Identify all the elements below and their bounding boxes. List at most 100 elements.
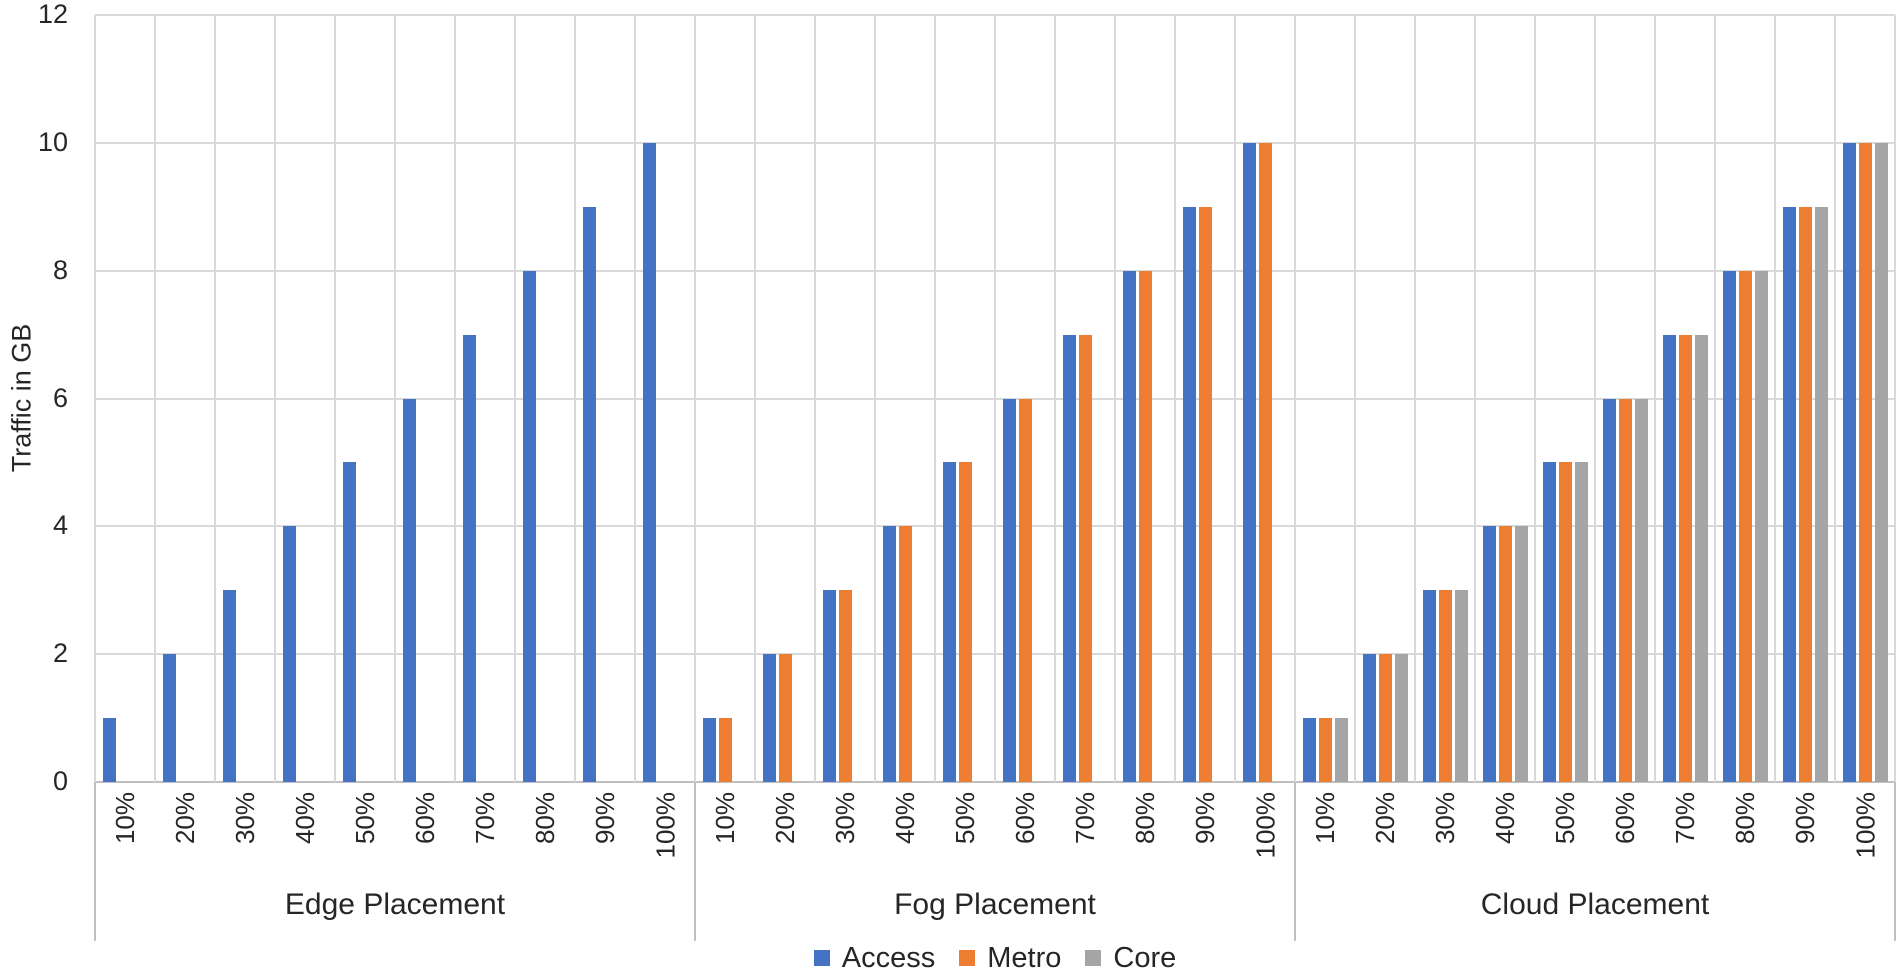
x-tick-label: 50% — [1550, 792, 1580, 845]
bar-metro — [1858, 142, 1872, 782]
legend-item: Metro — [959, 942, 1061, 972]
bar-metro — [1558, 462, 1572, 782]
x-tick-label: 30% — [1430, 792, 1460, 845]
x-tick-label: 20% — [1370, 792, 1400, 845]
bar-access — [822, 590, 836, 782]
x-tick-label: 10% — [1310, 792, 1340, 845]
bar-access — [1242, 142, 1256, 782]
bar-access — [642, 142, 656, 782]
bar-core — [1634, 398, 1648, 782]
bar-core — [1334, 718, 1348, 782]
category-separator-line — [694, 782, 696, 941]
vertical-gridline — [214, 15, 216, 782]
bar-access — [1062, 334, 1076, 782]
bar-metro — [1138, 270, 1152, 782]
legend: Access Metro Core — [95, 940, 1895, 972]
x-tick-label: 50% — [350, 792, 380, 845]
bar-metro — [1798, 206, 1812, 782]
legend-label: Metro — [987, 941, 1062, 972]
vertical-gridline — [154, 15, 156, 782]
vertical-gridline — [1594, 15, 1596, 782]
vertical-gridline — [1294, 15, 1296, 782]
bar-access — [1542, 462, 1556, 782]
legend-item: Access — [813, 941, 936, 972]
bar-access — [1182, 206, 1196, 782]
bar-access — [1662, 334, 1676, 782]
x-tick-label: 60% — [410, 792, 440, 845]
bar-access — [1122, 270, 1136, 782]
x-tick-label: 80% — [1730, 792, 1760, 845]
bar-access — [162, 654, 176, 782]
vertical-gridline — [394, 15, 396, 782]
bar-core — [1514, 526, 1528, 782]
bar-access — [282, 526, 296, 782]
legend-swatch-metro — [959, 950, 976, 966]
bar-core — [1694, 334, 1708, 782]
x-tick-label: 70% — [470, 792, 500, 845]
category-separator-line — [1294, 782, 1296, 941]
bar-metro — [1498, 526, 1512, 782]
bar-access — [1002, 398, 1016, 782]
group-label: Edge Placement — [284, 888, 506, 921]
x-axis-line — [95, 781, 1895, 783]
vertical-gridline — [874, 15, 876, 782]
group-label: Cloud Placement — [1480, 888, 1710, 921]
bar-metro — [958, 462, 972, 782]
x-tick-label: 60% — [1610, 792, 1640, 845]
legend-swatch-access — [813, 950, 830, 966]
vertical-gridline — [1654, 15, 1656, 782]
y-tick-label: 10 — [37, 126, 68, 157]
y-tick-label: 8 — [52, 254, 68, 285]
bar-access — [1782, 206, 1796, 782]
legend-label: Core — [1113, 941, 1177, 972]
y-tick-label: 6 — [52, 382, 68, 413]
bar-access — [522, 270, 536, 782]
vertical-gridline — [574, 15, 576, 782]
x-tick-label: 10% — [710, 792, 740, 845]
bar-metro — [898, 526, 912, 782]
bar-metro — [1378, 654, 1392, 782]
vertical-gridline — [1894, 15, 1896, 782]
bar-core — [1454, 590, 1468, 782]
bar-access — [942, 462, 956, 782]
bar-access — [882, 526, 896, 782]
bar-access — [1482, 526, 1496, 782]
vertical-gridline — [1714, 15, 1716, 782]
vertical-gridline — [1774, 15, 1776, 782]
vertical-gridline — [694, 15, 696, 782]
legend-item: Core — [1085, 942, 1176, 972]
bar-metro — [1438, 590, 1452, 782]
bar-core — [1754, 270, 1768, 782]
bar-access — [402, 398, 416, 782]
x-tick-label: 80% — [1130, 792, 1160, 845]
bar-metro — [838, 590, 852, 782]
bar-metro — [1198, 206, 1212, 782]
bar-access — [762, 654, 776, 782]
x-tick-label: 100% — [1250, 792, 1280, 859]
x-tick-label: 20% — [170, 792, 200, 845]
bar-access — [1722, 270, 1736, 782]
vertical-gridline — [1474, 15, 1476, 782]
x-tick-label: 10% — [110, 792, 140, 845]
y-tick-label: 12 — [37, 0, 68, 29]
x-tick-label: 40% — [1490, 792, 1520, 845]
vertical-gridline — [994, 15, 996, 782]
vertical-gridline — [1354, 15, 1356, 782]
x-tick-label: 20% — [770, 792, 800, 845]
legend-swatch-core — [1085, 950, 1102, 966]
x-tick-label: 100% — [1850, 792, 1880, 859]
x-tick-label: 90% — [1790, 792, 1820, 845]
bar-access — [222, 590, 236, 782]
bar-metro — [1078, 334, 1092, 782]
y-tick-label: 2 — [52, 638, 68, 669]
x-tick-label: 60% — [1010, 792, 1040, 845]
bar-access — [1842, 142, 1856, 782]
vertical-gridline — [1054, 15, 1056, 782]
vertical-gridline — [1534, 15, 1536, 782]
vertical-gridline — [934, 15, 936, 782]
legend-label: Access — [841, 941, 936, 972]
category-separator-line — [94, 782, 96, 941]
bar-metro — [1678, 334, 1692, 782]
vertical-gridline — [1174, 15, 1176, 782]
